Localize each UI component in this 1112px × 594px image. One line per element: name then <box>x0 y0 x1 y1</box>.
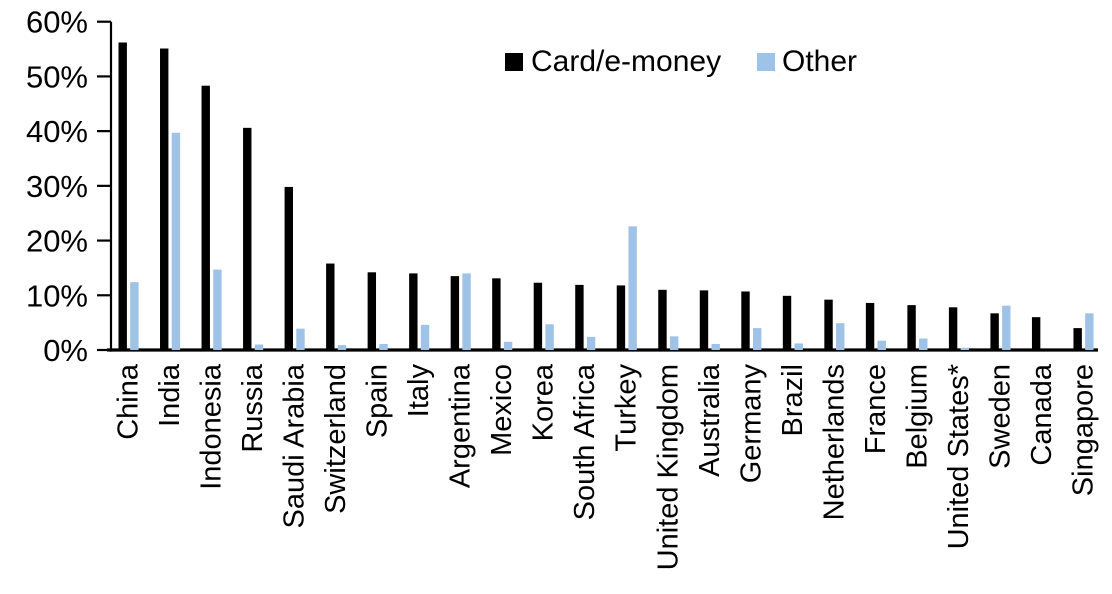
bar-other <box>628 226 637 350</box>
y-axis-tick-label: 50% <box>26 59 88 94</box>
y-axis-tick-label: 0% <box>43 333 88 368</box>
bar-other <box>503 341 513 350</box>
bar-card-e-money <box>492 278 501 350</box>
bar-other <box>877 340 886 350</box>
bar-card-e-money <box>865 302 875 350</box>
bar-card-e-money <box>284 186 293 350</box>
bar-other <box>919 338 928 350</box>
bar-card-e-money <box>699 290 709 350</box>
x-axis-label: United States* <box>943 364 975 549</box>
bar-other <box>794 343 803 350</box>
x-axis-label: China <box>113 363 145 440</box>
bar-card-e-money <box>1073 328 1082 350</box>
bar-other <box>836 323 845 350</box>
legend-swatch-card-e-money <box>505 53 523 71</box>
y-axis-tick-label: 40% <box>26 114 88 149</box>
bar-card-e-money <box>658 289 667 350</box>
bar-card-e-money <box>575 284 584 350</box>
bar-other <box>1002 305 1011 350</box>
x-axis-label: South Africa <box>569 363 601 520</box>
x-axis-label: Singapore <box>1067 364 1099 496</box>
x-axis-label: Argentina <box>445 363 477 488</box>
y-axis-tick-label: 30% <box>26 169 88 204</box>
bar-card-e-money <box>326 263 335 350</box>
bar-other <box>296 328 305 350</box>
y-axis-tick-label: 60% <box>26 5 88 40</box>
bar-card-e-money <box>990 313 999 350</box>
bar-other <box>462 273 471 350</box>
bar-card-e-money <box>948 307 958 350</box>
bar-other <box>1085 313 1094 350</box>
x-axis-label: Russia <box>237 363 269 453</box>
x-axis-label: United Kingdom <box>652 364 684 570</box>
legend-label-card-e-money: Card/e-money <box>531 45 721 78</box>
bar-other <box>753 328 762 350</box>
y-axis-tick-label: 10% <box>26 278 88 313</box>
bar-card-e-money <box>907 305 916 350</box>
bar-other <box>213 269 222 350</box>
bar-other <box>711 343 720 350</box>
bar-card-e-money <box>533 282 543 350</box>
bar-other <box>420 324 430 350</box>
x-axis-label: Sweden <box>984 364 1016 469</box>
bar-other <box>545 324 554 350</box>
x-axis-label: Italy <box>403 364 435 418</box>
legend-label-other: Other <box>782 45 857 78</box>
x-axis-label: India <box>154 363 186 427</box>
bar-card-e-money <box>243 127 252 350</box>
bar-other <box>254 344 264 350</box>
bar-card-e-money <box>824 299 833 350</box>
bar-card-e-money <box>741 291 750 350</box>
bar-card-e-money <box>450 276 460 350</box>
x-axis-label: Indonesia <box>196 363 228 490</box>
bar-card-e-money <box>782 295 792 350</box>
bar-other <box>337 345 347 350</box>
x-axis-label: Germany <box>735 364 767 484</box>
x-axis-label: Canada <box>1026 363 1058 465</box>
x-axis-label: Saudi Arabia <box>279 363 311 528</box>
bar-card-e-money <box>367 272 377 350</box>
bar-other <box>171 132 181 350</box>
bar-card-e-money <box>118 42 127 350</box>
bar-card-e-money <box>160 48 169 350</box>
bar-card-e-money <box>1031 317 1041 350</box>
x-axis-label: Belgium <box>901 364 933 469</box>
x-axis-label: Switzerland <box>320 364 352 514</box>
bar-other <box>960 347 969 350</box>
x-axis-label: Australia <box>694 363 726 477</box>
x-axis-label: Spain <box>362 364 394 438</box>
x-axis-label: Mexico <box>486 364 518 456</box>
bar-other <box>669 336 679 350</box>
bar-card-e-money <box>616 285 626 350</box>
bar-other <box>130 282 139 350</box>
x-axis-label: Turkey <box>611 364 643 452</box>
bar-card-e-money <box>201 85 210 350</box>
x-axis-label: France <box>860 364 892 454</box>
bar-other <box>379 343 388 350</box>
bar-card-e-money <box>409 273 418 350</box>
legend-swatch-other <box>757 53 775 71</box>
x-axis-label: Korea <box>528 363 560 441</box>
y-axis-tick-label: 20% <box>26 224 88 259</box>
x-axis-label: Brazil <box>777 364 809 437</box>
bar-other <box>586 336 596 350</box>
x-axis-label: Netherlands <box>818 364 850 520</box>
